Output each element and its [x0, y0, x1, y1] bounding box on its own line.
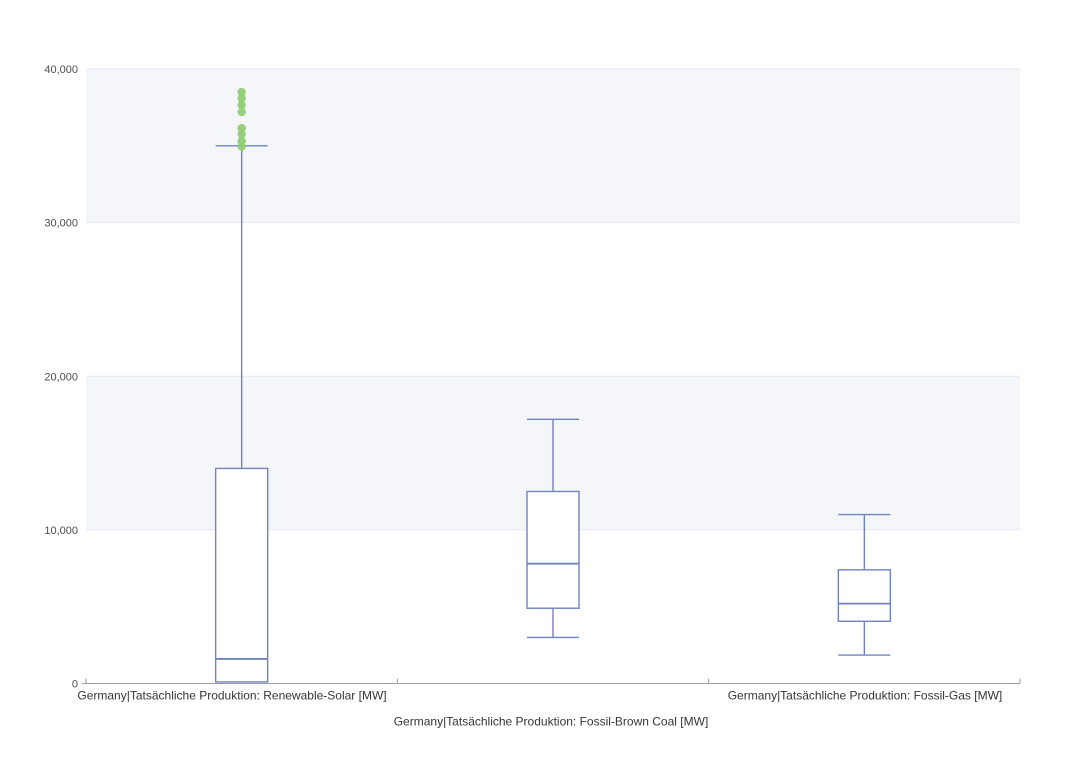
y-axis-label: 40,000	[44, 64, 78, 76]
y-axis-label: 30,000	[44, 218, 78, 230]
y-axis-label: 10,000	[44, 525, 78, 537]
outlier-point[interactable]	[237, 123, 246, 133]
outlier-point[interactable]	[237, 107, 246, 117]
y-axis-label: 0	[72, 679, 78, 691]
x-axis-label: Germany|Tatsächliche Produktion: Fossil-…	[394, 715, 709, 729]
boxplot-box[interactable]	[526, 490, 580, 609]
outlier-point[interactable]	[237, 137, 246, 146]
x-axis-label: Germany|Tatsächliche Produktion: Renewab…	[77, 689, 386, 703]
x-axis-label: Germany|Tatsächliche Produktion: Fossil-…	[728, 689, 1003, 703]
y-axis-label: 20,000	[44, 371, 78, 383]
outlier-point[interactable]	[237, 100, 246, 110]
outlier-point[interactable]	[237, 130, 246, 139]
boxplot-box[interactable]	[214, 467, 269, 683]
boxplot-box[interactable]	[837, 569, 892, 622]
outlier-point[interactable]	[237, 87, 246, 97]
outlier-point[interactable]	[237, 93, 246, 103]
